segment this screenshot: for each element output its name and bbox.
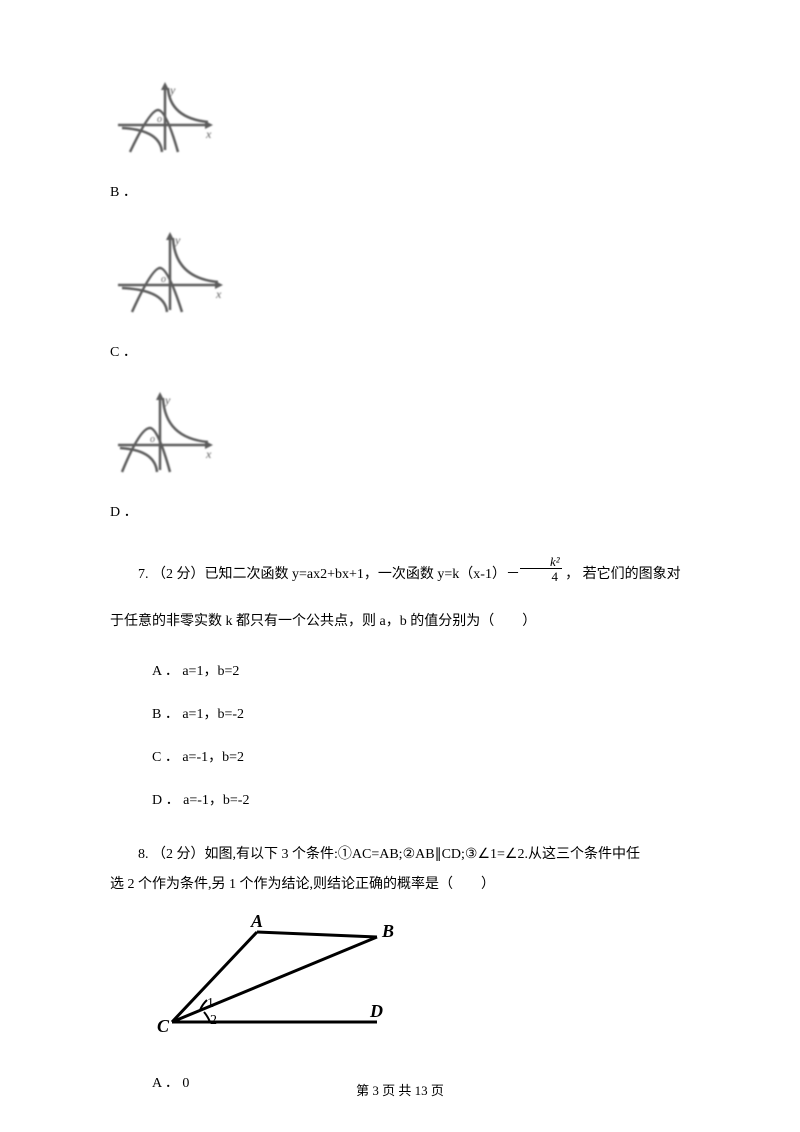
- option-c-label: C ．: [110, 340, 682, 375]
- page-footer: 第 3 页 共 13 页: [0, 1079, 800, 1102]
- q7-text-1: 7. （2 分）已知二次函数 y=ax2+bx+1，一次函数 y=k（x-1）: [138, 567, 506, 582]
- svg-text:y: y: [174, 233, 181, 247]
- graph-c: y x o: [110, 230, 230, 320]
- svg-text:o: o: [161, 274, 166, 285]
- svg-text:x: x: [205, 127, 212, 141]
- geometry-diagram: A B C D 1 2: [152, 912, 432, 1042]
- q7-frac-num: k²: [520, 555, 562, 569]
- q7-text-2: ， 若它们的图象对: [562, 567, 681, 582]
- option-b-row: y x o: [110, 80, 690, 160]
- q7-minus: －: [506, 567, 520, 582]
- q7-option-b: B ． a=1，b=-2: [152, 702, 690, 727]
- q7-fraction: k²4: [520, 555, 562, 583]
- q8-figure: A B C D 1 2: [152, 912, 690, 1051]
- option-d-label: D ．: [110, 500, 682, 535]
- q7-option-d: D ． a=-1，b=-2: [152, 788, 690, 813]
- q7-option-a: A ． a=1，b=2: [152, 659, 690, 684]
- svg-text:x: x: [205, 447, 212, 461]
- svg-text:y: y: [164, 393, 171, 407]
- option-c-row: y x o: [110, 230, 690, 320]
- angle-1: 1: [207, 996, 214, 1011]
- question-8-line1: 8. （2 分）如图,有以下 3 个条件:①AC=AB;②AB∥CD;③∠1=∠…: [110, 842, 690, 867]
- angle-2: 2: [210, 1013, 217, 1028]
- vertex-c: C: [157, 1016, 170, 1036]
- vertex-a: A: [250, 912, 263, 931]
- svg-text:o: o: [150, 434, 155, 445]
- svg-text:o: o: [157, 114, 162, 125]
- vertex-d: D: [369, 1001, 383, 1021]
- option-b-label: B ．: [110, 180, 682, 215]
- svg-text:x: x: [215, 287, 222, 301]
- graph-d: y x o: [110, 390, 220, 480]
- vertex-b: B: [381, 921, 394, 941]
- graph-b: y x o: [110, 80, 220, 160]
- question-8-line2: 选 2 个作为条件,另 1 个作为结论,则结论正确的概率是（ ）: [110, 872, 690, 897]
- q7-option-c: C ． a=-1，b=2: [152, 745, 690, 770]
- option-d-row: y x o: [110, 390, 690, 480]
- q7-line2: 于任意的非零实数 k 都只有一个公共点，则 a，b 的值分别为（ ）: [110, 609, 690, 634]
- question-7: 7. （2 分）已知二次函数 y=ax2+bx+1，一次函数 y=k（x-1）－…: [110, 561, 690, 589]
- q7-frac-den: 4: [520, 569, 562, 583]
